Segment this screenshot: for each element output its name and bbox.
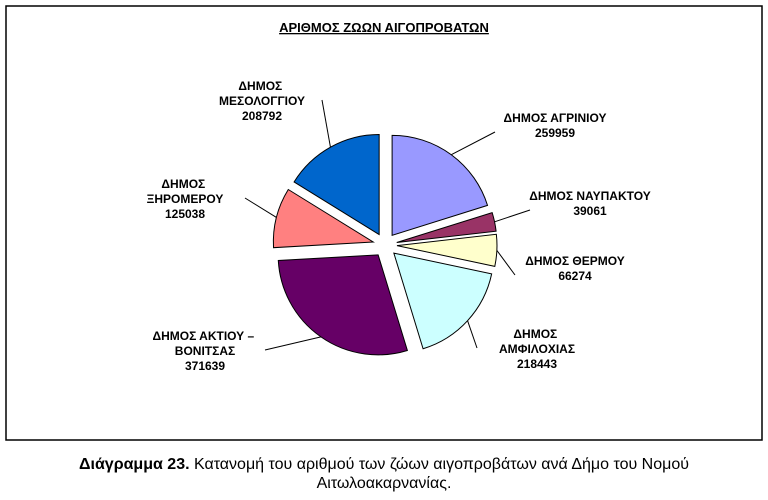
label-line: ΔΗΜΟΣ ΝΑΥΠΑΚΤΟΥ xyxy=(529,189,651,203)
caption-label: Διάγραμμα 23. xyxy=(79,456,190,473)
caption: Διάγραμμα 23. Κατανομή του αριθμού των ζ… xyxy=(20,455,748,493)
chart-title: ΑΡΙΘΜΟΣ ΖΩΩΝ ΑΙΓΟΠΡΟΒΑΤΩΝ xyxy=(279,20,489,35)
slice-label: ΔΗΜΟΣ ΑΓΡΙΝΙΟΥ xyxy=(504,111,607,125)
label-line: ΑΜΦΙΛΟΧΙΑΣ xyxy=(499,342,575,356)
label-line: ΒΟΝΙΤΣΑΣ xyxy=(175,344,235,358)
pie-slice xyxy=(396,233,498,267)
label-line: ΔΗΜΟΣ ΑΚΤΙΟΥ – xyxy=(152,329,257,343)
slice-label: ΔΗΜΟΣ ΘΕΡΜΟΥ xyxy=(525,254,625,268)
leader-line xyxy=(264,336,322,351)
value-label: 371639 xyxy=(185,359,225,373)
leader-line xyxy=(451,131,496,156)
slice-label: ΔΗΜΟΣ ΜΕΣΟΛΟΓΓΙΟΥ xyxy=(219,79,305,108)
chart: ΑΡΙΘΜΟΣ ΖΩΩΝ ΑΙΓΟΠΡΟΒΑΤΩΝ ΔΗΜΟΣ ΑΓΡΙΝΙΟΥ… xyxy=(5,5,763,441)
label-line: ΔΗΜΟΣ xyxy=(161,177,208,191)
slice-label: ΔΗΜΟΣ ΞΗΡΟΜΕΡΟΥ xyxy=(147,177,224,206)
value-label: 66274 xyxy=(558,269,592,283)
value-label: 218443 xyxy=(517,357,557,371)
leader-line xyxy=(467,320,478,349)
pie-slice xyxy=(393,252,493,350)
leader-line xyxy=(321,99,331,148)
label-line: ΔΗΜΟΣ ΘΕΡΜΟΥ xyxy=(525,254,625,268)
label-line: ΔΗΜΟΣ ΑΓΡΙΝΙΟΥ xyxy=(504,111,607,125)
leader-line xyxy=(496,250,516,276)
value-label: 208792 xyxy=(242,109,282,123)
slice-label: ΔΗΜΟΣ ΑΚΤΙΟΥ – ΒΟΝΙΤΣΑΣ xyxy=(152,329,257,358)
leader-line xyxy=(494,209,531,223)
value-label: 125038 xyxy=(165,207,205,221)
chart-frame xyxy=(5,5,763,441)
label-line: ΞΗΡΟΜΕΡΟΥ xyxy=(147,192,224,206)
label-line: ΔΗΜΟΣ xyxy=(238,79,285,93)
label-line: ΜΕΣΟΛΟΓΓΙΟΥ xyxy=(219,94,305,108)
value-label: 39061 xyxy=(573,204,607,218)
leader-line xyxy=(244,197,277,218)
value-label: 259959 xyxy=(535,126,575,140)
pie-slice xyxy=(293,134,380,236)
caption-text: Κατανομή του αριθμού των ζώων αιγοπροβάτ… xyxy=(193,456,689,492)
slice-label: ΔΗΜΟΣ ΝΑΥΠΑΚΤΟΥ xyxy=(529,189,651,203)
label-line: ΔΗΜΟΣ xyxy=(513,327,560,341)
slice-label: ΔΗΜΟΣ ΑΜΦΙΛΟΧΙΑΣ xyxy=(499,327,575,356)
